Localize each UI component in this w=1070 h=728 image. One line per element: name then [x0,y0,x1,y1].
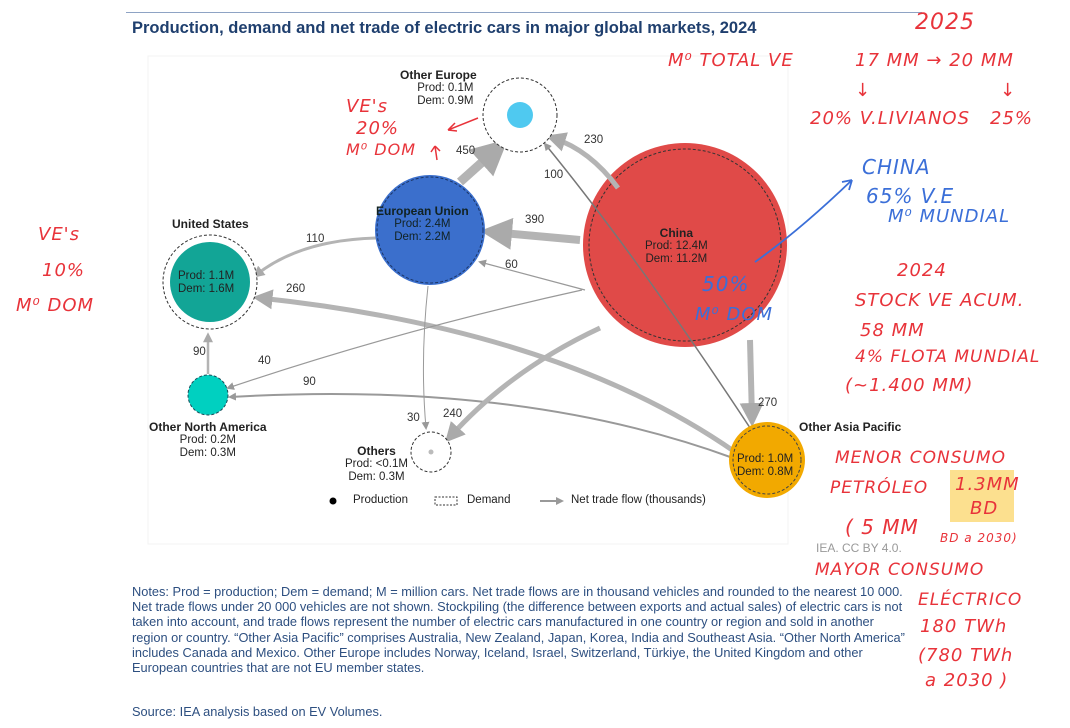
annotation: 10% [42,260,86,281]
others-label: Others Prod: <0.1M Dem: 0.3M [345,444,408,484]
flow-china-ona [226,289,583,390]
china-demand-circle [588,148,782,342]
title-rule [126,12,922,13]
annotation: M⁰ DOM [16,295,95,316]
annotation: BD [970,498,999,519]
flow-china-eu-60 [478,259,586,291]
flow-eu-others [421,285,430,430]
annotation: ELÉCTRICO [918,590,1023,610]
annotation-arrow-icon [447,117,479,132]
flow-asia-other-europe [543,142,759,441]
flow-eu-us [252,236,377,278]
us-name: United States [172,217,249,231]
annotation: VE's [38,224,81,245]
annotation: M⁰ DOM [346,140,417,159]
annotation: 20% [356,118,400,139]
notes: Notes: Prod = production; Dem = demand; … [132,584,905,676]
legend-production: Production [353,494,408,506]
ona-label: Other North America Prod: 0.2M Dem: 0.3M [149,420,267,460]
credit: IEA. CC BY 4.0. [816,541,902,555]
legend-demand-box [434,496,458,506]
flow-value: 390 [525,214,545,226]
annotation: 58 MM [860,320,925,341]
flow-value: 40 [258,355,271,367]
flow-china-other-europe [545,132,621,190]
flow-asia-us [252,289,737,455]
flow-value: 60 [505,259,518,271]
flow-value: 450 [456,145,476,157]
annotation: 180 TWh [920,616,1008,637]
flow-value: 240 [443,408,463,420]
annotation: ↓ [855,80,872,101]
annotation: 17 MM → 20 MM [855,50,1014,71]
annotation: 4% FLOTA MUNDIAL [855,347,1041,367]
annotation: M⁰ DOM [695,304,774,325]
asia-name: Other Asia Pacific [799,420,902,434]
eu-label: European Union Prod: 2.4M Dem: 2.2M [376,204,469,244]
eu-production-circle [375,175,485,285]
annotation: PETRÓLEO [830,478,929,498]
annotation: 2025 [915,10,975,35]
eu-demand-circle [376,176,484,284]
annotation: VE's [346,96,389,117]
legend-demand: Demand [467,494,511,506]
flow-value: 90 [303,376,316,388]
source: Source: IEA analysis based on EV Volumes… [132,704,383,719]
china-label: China Prod: 12.4M Dem: 11.2M [645,226,708,266]
annotation: CHINA [862,155,931,179]
flow-value: 30 [407,412,420,424]
asia-label: Prod: 1.0M Dem: 0.8M [737,453,794,478]
annotation: 50% [702,272,750,296]
asia-demand-circle [732,425,802,495]
annotation: 20% V.LIVIANOS [810,108,971,129]
annotation: ( 5 MM [845,515,919,539]
flow-asia-ona [228,392,734,459]
annotation: ↓ [1000,80,1017,101]
annotation-arrow-icon [430,145,441,161]
annotation: (~1.400 MM) [845,375,974,396]
others-production-circle [428,449,434,455]
flow-china-others [444,325,602,443]
china-annotation-arrow-icon [754,179,853,263]
annotation: M⁰ TOTAL VE [668,50,794,71]
asia-production-circle [729,422,805,498]
flow-value: 230 [584,134,604,146]
annotation: 2024 [897,260,947,281]
ona-circle [187,374,229,416]
annotation: MAYOR CONSUMO [815,560,985,580]
annotation: BD a 2030) [940,531,1018,545]
flow-value: 110 [306,233,325,245]
other-europe-production-circle [507,102,533,128]
flow-value: 260 [286,283,306,295]
annotation: 25% [990,108,1034,129]
us-label: Prod: 1.1M Dem: 1.6M [178,270,235,295]
us-production-circle [170,242,250,322]
other-europe-label: Other Europe Prod: 0.1M Dem: 0.9M [400,68,477,108]
legend-flow: Net trade flow (thousands) [571,494,706,506]
annotation: 1.3MM [955,474,1020,495]
legend-production-dot [329,497,337,505]
annotation: MENOR CONSUMO [835,448,1006,468]
flow-eu-other-europe [456,138,509,186]
flow-value: 90 [193,346,206,358]
annotation: M⁰ MUNDIAL [888,206,1011,227]
china-production-circle [583,143,787,347]
annotation: (780 TWh [918,645,1014,666]
flow-value: 100 [544,169,564,181]
annotation: a 2030 ) [925,670,1009,691]
flow-china-asia [739,339,764,427]
chart-title: Production, demand and net trade of elec… [132,19,757,37]
flow-value: 270 [758,397,778,409]
flow-china-eu [480,217,581,250]
highlight-marker [950,470,1014,522]
annotation: STOCK VE ACUM. [855,290,1025,311]
annotation: 65% V.E [866,184,955,208]
